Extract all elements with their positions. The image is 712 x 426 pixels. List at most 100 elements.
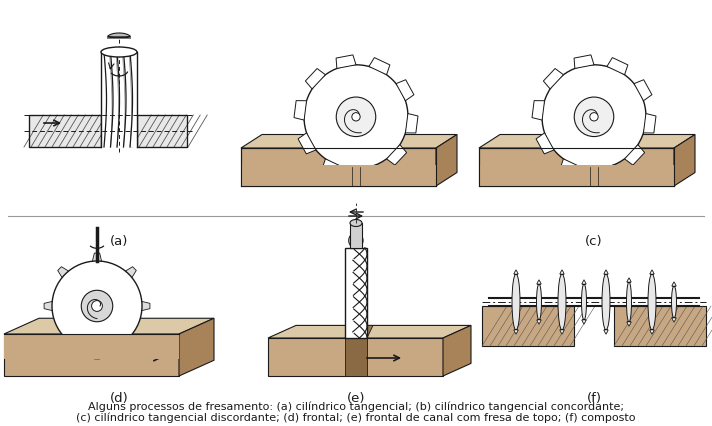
Polygon shape: [294, 101, 307, 121]
Polygon shape: [560, 271, 564, 274]
Polygon shape: [345, 325, 373, 338]
Polygon shape: [350, 224, 362, 248]
Polygon shape: [58, 327, 76, 345]
Ellipse shape: [648, 274, 656, 330]
Polygon shape: [590, 135, 601, 149]
Polygon shape: [543, 69, 563, 90]
Polygon shape: [672, 318, 676, 322]
Polygon shape: [604, 271, 608, 274]
Polygon shape: [482, 306, 574, 346]
Polygon shape: [560, 330, 564, 334]
Polygon shape: [650, 271, 654, 274]
Polygon shape: [560, 271, 564, 274]
Polygon shape: [604, 330, 608, 334]
Polygon shape: [537, 320, 541, 324]
Polygon shape: [514, 271, 518, 274]
Polygon shape: [604, 271, 608, 274]
Polygon shape: [532, 101, 545, 121]
Polygon shape: [4, 319, 214, 334]
Polygon shape: [672, 318, 676, 322]
Polygon shape: [479, 166, 674, 187]
Polygon shape: [345, 248, 367, 338]
Ellipse shape: [537, 284, 542, 320]
Polygon shape: [644, 114, 656, 134]
Ellipse shape: [627, 282, 632, 322]
Polygon shape: [514, 271, 518, 274]
Ellipse shape: [602, 274, 610, 330]
Polygon shape: [627, 322, 631, 326]
Polygon shape: [514, 271, 518, 274]
Text: (c): (c): [585, 235, 603, 248]
Polygon shape: [650, 271, 654, 274]
Polygon shape: [582, 320, 586, 324]
Polygon shape: [582, 280, 586, 284]
Polygon shape: [604, 271, 608, 274]
Polygon shape: [560, 271, 564, 274]
Polygon shape: [650, 330, 654, 334]
Polygon shape: [537, 320, 541, 324]
Polygon shape: [336, 56, 356, 69]
Polygon shape: [241, 135, 457, 149]
Polygon shape: [672, 318, 676, 322]
Polygon shape: [345, 338, 367, 376]
Polygon shape: [627, 278, 631, 282]
Polygon shape: [627, 278, 631, 282]
Text: (f): (f): [587, 391, 602, 405]
Polygon shape: [241, 149, 436, 187]
Polygon shape: [514, 330, 518, 334]
Polygon shape: [560, 330, 564, 334]
Polygon shape: [650, 330, 654, 334]
Polygon shape: [672, 282, 676, 286]
Polygon shape: [107, 34, 131, 39]
Polygon shape: [44, 299, 61, 313]
Polygon shape: [118, 327, 136, 345]
Polygon shape: [624, 145, 644, 166]
Polygon shape: [352, 149, 360, 187]
Polygon shape: [672, 282, 676, 286]
Polygon shape: [118, 267, 136, 285]
Polygon shape: [604, 330, 608, 334]
Polygon shape: [627, 322, 631, 326]
Polygon shape: [604, 330, 608, 334]
Text: (e): (e): [347, 391, 365, 405]
Polygon shape: [634, 81, 652, 101]
Polygon shape: [604, 330, 608, 334]
Circle shape: [590, 113, 598, 122]
Polygon shape: [627, 278, 631, 282]
Polygon shape: [305, 69, 325, 90]
Polygon shape: [537, 320, 541, 324]
Polygon shape: [4, 334, 179, 360]
Polygon shape: [672, 282, 676, 286]
Polygon shape: [268, 338, 443, 376]
Ellipse shape: [512, 274, 520, 330]
Ellipse shape: [671, 286, 676, 318]
Polygon shape: [29, 116, 101, 148]
Polygon shape: [387, 145, 407, 166]
Polygon shape: [514, 271, 518, 274]
Circle shape: [92, 301, 103, 312]
Polygon shape: [514, 330, 518, 334]
Polygon shape: [674, 135, 695, 187]
Polygon shape: [537, 280, 541, 284]
Text: (b): (b): [347, 235, 365, 248]
Polygon shape: [604, 330, 608, 334]
Polygon shape: [514, 330, 518, 334]
Text: (c) cilíndrico tangencial discordante; (d) frontal; (e) frontal de canal com fre: (c) cilíndrico tangencial discordante; (…: [76, 412, 636, 422]
Polygon shape: [179, 319, 214, 376]
Polygon shape: [90, 253, 104, 270]
Circle shape: [52, 262, 142, 351]
Ellipse shape: [582, 284, 587, 320]
Polygon shape: [560, 271, 564, 274]
Polygon shape: [560, 330, 564, 334]
Polygon shape: [514, 271, 518, 274]
Polygon shape: [241, 166, 436, 187]
Polygon shape: [436, 135, 457, 187]
Polygon shape: [582, 320, 586, 324]
Ellipse shape: [350, 220, 362, 227]
Polygon shape: [650, 330, 654, 334]
Polygon shape: [627, 322, 631, 326]
Polygon shape: [672, 282, 676, 286]
Polygon shape: [356, 166, 376, 179]
Polygon shape: [560, 330, 564, 334]
Polygon shape: [4, 334, 179, 376]
